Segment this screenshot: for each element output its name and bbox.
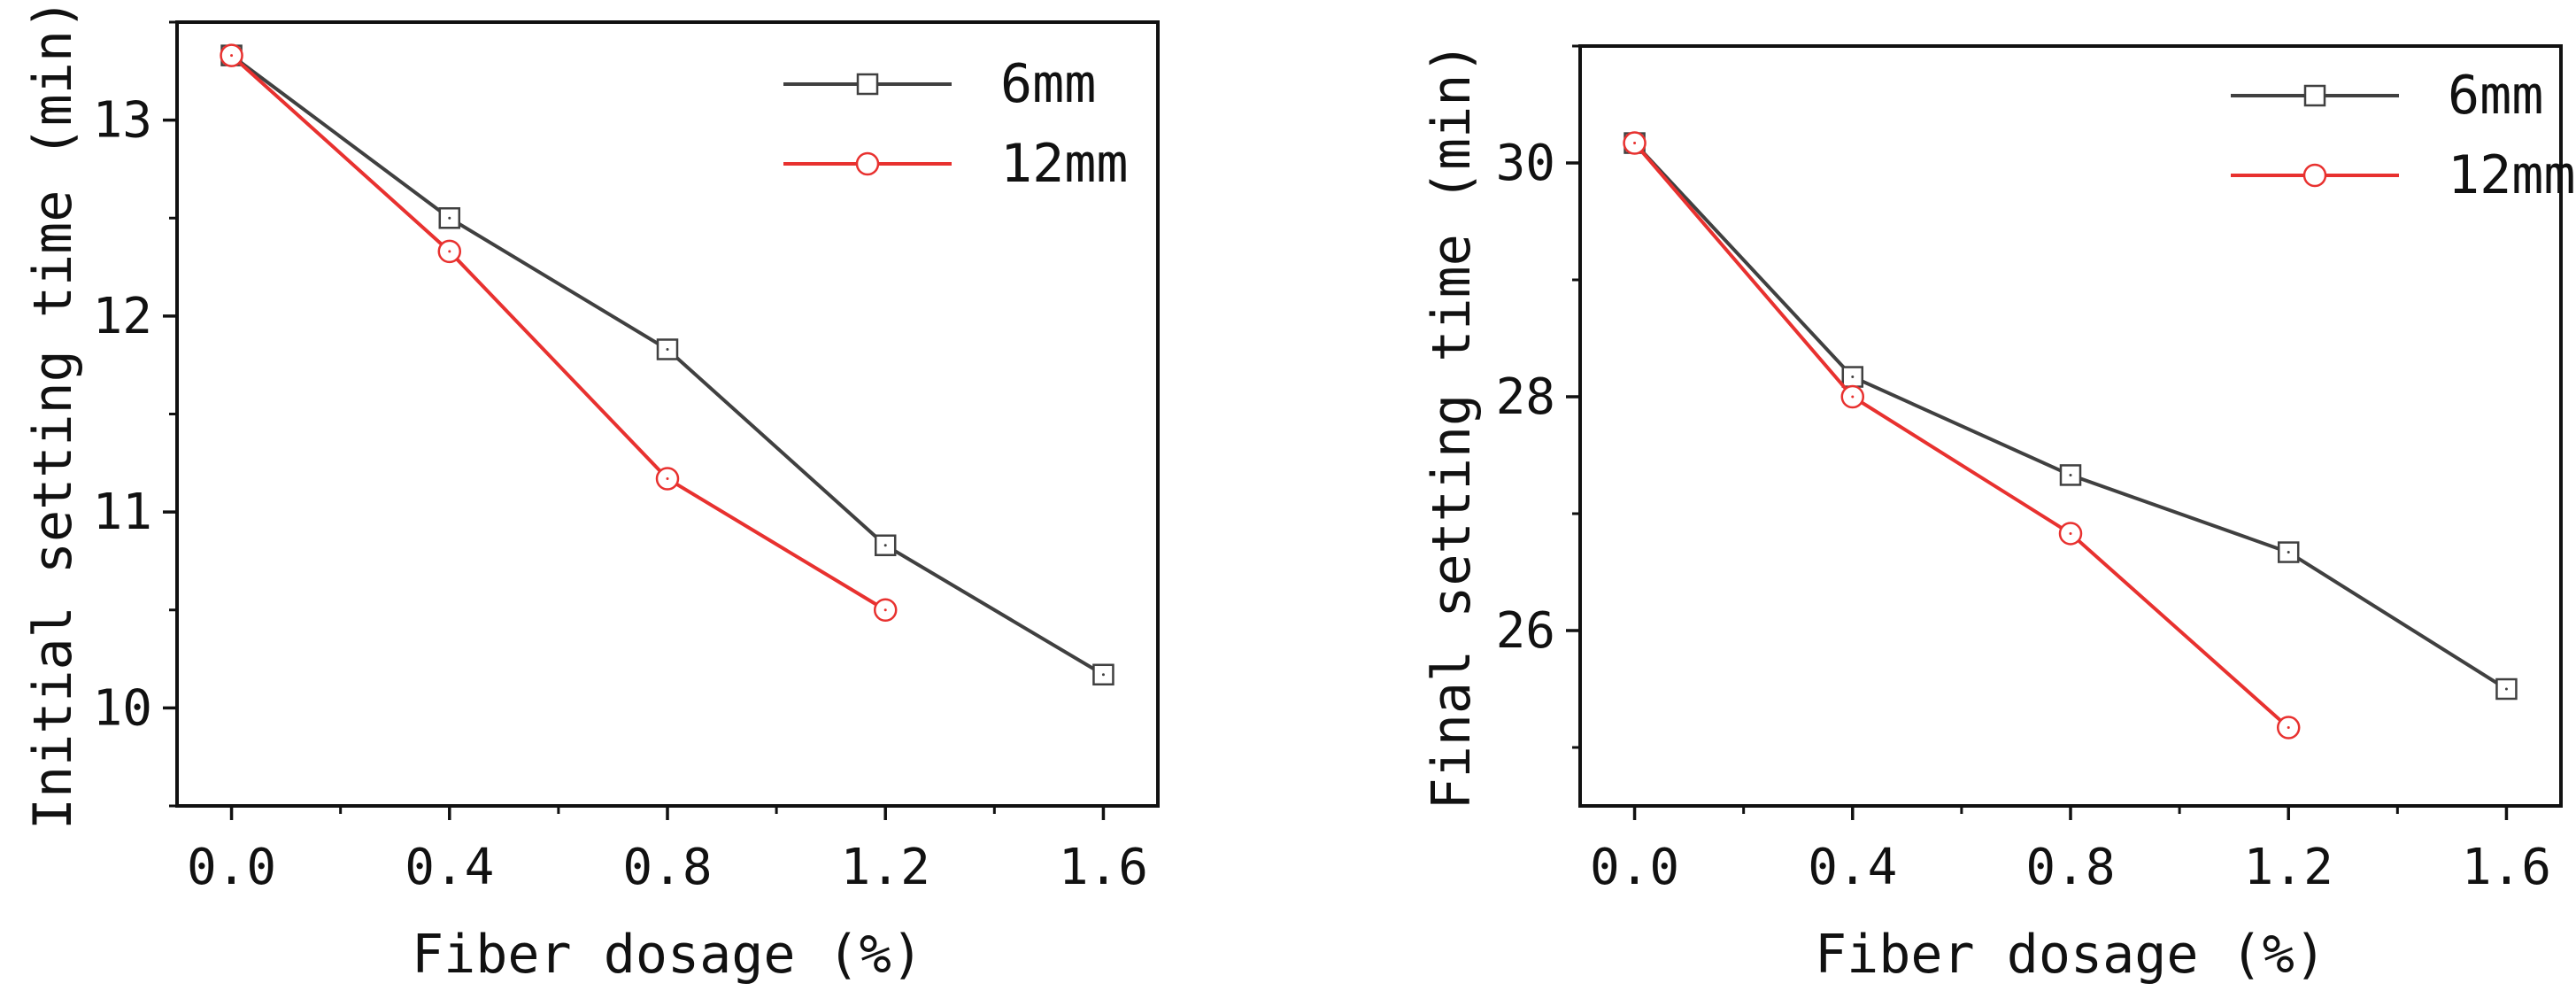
x-tick-label: 1.6 [1059, 839, 1148, 896]
x-tick-label: 1.2 [841, 839, 930, 896]
data-point-center [2504, 687, 2508, 691]
series-6mm [220, 44, 1114, 686]
y-axis-label: Final setting time (min) [1421, 43, 1483, 810]
data-point-center [2069, 473, 2072, 476]
data-point-center [883, 544, 887, 547]
data-point-center [666, 347, 669, 351]
data-point-center [1851, 395, 1855, 399]
y-tick-label: 26 [1496, 602, 1555, 660]
x-tick-label: 0.4 [405, 839, 494, 896]
data-point-center [448, 250, 451, 253]
data-point-center [230, 54, 234, 58]
x-tick-label: 0.0 [1590, 839, 1679, 896]
chart-2: 0.0 0.4 0.8 1.2 1.6 26 28 30 Fiber dosage (%) Fin… [1421, 43, 2576, 986]
legend-label: 6mm [1000, 53, 1096, 115]
data-point-center [666, 477, 669, 481]
x-axis-label: Fiber dosage (%) [1815, 924, 2326, 986]
y-axis-label: Initial setting time (min) [22, 0, 84, 830]
legend: 6mm 12mm [783, 53, 1129, 195]
y-tick-label: 10 [93, 679, 152, 737]
x-axis-label: Fiber dosage (%) [412, 924, 923, 986]
series-line [230, 54, 1105, 677]
series-line [230, 54, 887, 612]
x-tick-label: 0.8 [622, 839, 712, 896]
data-point-center [1101, 673, 1105, 677]
x-tick-label: 0.0 [187, 839, 276, 896]
legend-marker [2303, 84, 2326, 107]
data-point-center [1633, 142, 1637, 145]
series-line [1633, 142, 2290, 730]
legend: 6mm 12mm [2231, 65, 2576, 206]
plot-frame [1578, 44, 2563, 808]
y-tick-label: 11 [93, 484, 152, 541]
x-tick-label: 1.6 [2462, 839, 2551, 896]
series-12mm [220, 43, 898, 622]
x-tick-label: 0.4 [1808, 839, 1897, 896]
y-tick-label: 28 [1496, 368, 1555, 426]
legend-label: 12mm [1000, 133, 1129, 195]
y-tick-label: 30 [1496, 135, 1555, 192]
x-tick-label: 1.2 [2244, 839, 2333, 896]
series-line [1633, 142, 2508, 691]
x-tick-label: 0.8 [2025, 839, 2115, 896]
data-point-center [448, 216, 451, 220]
data-point-center [1851, 375, 1855, 379]
legend-label: 6mm [2448, 65, 2543, 127]
data-point-center [2287, 726, 2290, 730]
series-12mm [1623, 131, 2301, 739]
series-6mm [1623, 132, 2518, 701]
y-tick-label: 13 [93, 92, 152, 150]
data-point-center [883, 608, 887, 612]
data-point-center [2069, 531, 2072, 535]
y-tick-label: 12 [93, 288, 152, 345]
legend-marker [855, 151, 880, 176]
legend-marker [856, 73, 879, 96]
chart-1: 0.0 0.4 0.8 1.2 1.6 10 11 12 13 Fiber dosage (%) I… [22, 0, 1160, 986]
legend-label: 12mm [2448, 144, 2576, 206]
data-point-center [2287, 551, 2290, 554]
legend-marker [2302, 163, 2327, 188]
